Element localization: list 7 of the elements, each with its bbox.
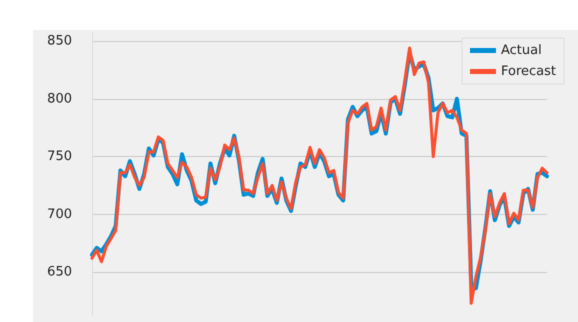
legend-label: Forecast <box>500 64 556 79</box>
y-tick-label: 800 <box>47 91 72 106</box>
y-tick-label: 700 <box>47 206 72 222</box>
y-tick-label: 850 <box>47 34 72 49</box>
legend-label: Actual <box>500 43 542 58</box>
y-tick-label: 650 <box>47 264 72 280</box>
y-tick-label: 750 <box>47 149 72 164</box>
